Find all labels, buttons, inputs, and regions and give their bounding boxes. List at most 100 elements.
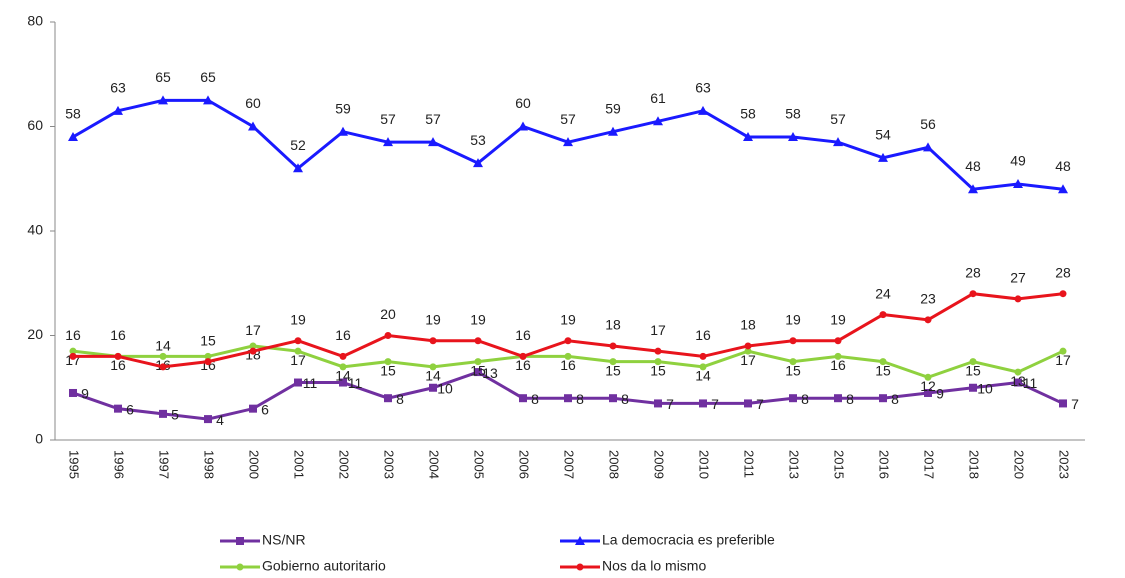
x-tick-label: 1997	[157, 450, 172, 479]
marker	[519, 394, 527, 402]
data-label: 58	[785, 106, 801, 122]
data-label: 18	[605, 317, 621, 333]
data-label: 15	[650, 362, 666, 378]
x-tick-label: 1998	[202, 450, 217, 479]
x-tick-label: 2011	[742, 450, 757, 478]
data-label: 15	[605, 362, 621, 378]
data-label: 56	[920, 116, 936, 132]
legend-label: NS/NR	[262, 532, 306, 548]
x-tick-label: 2003	[382, 450, 397, 479]
data-label: 17	[740, 352, 756, 368]
data-label: 16	[335, 327, 351, 343]
data-label: 65	[200, 69, 216, 85]
data-label: 15	[200, 332, 216, 348]
data-label: 8	[396, 391, 404, 407]
x-tick-label: 2010	[697, 450, 712, 479]
data-label: 58	[65, 106, 81, 122]
y-tick-label: 0	[35, 431, 43, 447]
x-tick-label: 2009	[652, 450, 667, 479]
data-label: 63	[695, 80, 711, 96]
marker	[205, 358, 212, 365]
data-label: 57	[830, 111, 846, 127]
marker	[790, 337, 797, 344]
data-label: 9	[936, 386, 944, 402]
data-label: 16	[110, 327, 126, 343]
data-label: 16	[830, 357, 846, 373]
marker	[518, 122, 528, 131]
series: 1716161618171415141516161515141715161512…	[65, 342, 1071, 394]
legend-label: La democracia es preferible	[602, 532, 775, 548]
marker	[159, 410, 167, 418]
y-tick-label: 40	[27, 222, 43, 238]
data-label: 53	[470, 132, 486, 148]
x-tick-label: 2008	[607, 450, 622, 479]
x-tick-label: 2007	[562, 450, 577, 479]
y-tick-label: 80	[27, 13, 43, 29]
x-tick-label: 2017	[922, 450, 937, 479]
data-label: 8	[846, 391, 854, 407]
series: 5863656560525957575360575961635858575456…	[65, 69, 1071, 193]
marker	[204, 415, 212, 423]
marker	[744, 399, 752, 407]
data-label: 57	[425, 111, 441, 127]
x-tick-label: 2002	[337, 450, 352, 479]
data-label: 17	[650, 322, 666, 338]
marker	[237, 564, 244, 571]
data-label: 59	[335, 100, 351, 116]
marker	[1015, 295, 1022, 302]
data-label: 14	[695, 368, 711, 384]
chart: 0204060801995199619971998200020012002200…	[0, 0, 1125, 578]
data-label: 8	[801, 391, 809, 407]
data-label: 19	[470, 311, 486, 327]
marker	[114, 405, 122, 413]
data-label: 57	[380, 111, 396, 127]
x-tick-label: 2015	[832, 450, 847, 479]
data-label: 28	[1055, 264, 1071, 280]
legend-label: Gobierno autoritario	[262, 558, 386, 574]
x-tick-label: 2006	[517, 450, 532, 479]
marker	[699, 399, 707, 407]
marker	[789, 394, 797, 402]
marker	[835, 337, 842, 344]
marker	[250, 348, 257, 355]
data-label: 63	[110, 80, 126, 96]
marker	[340, 353, 347, 360]
data-label: 7	[756, 396, 764, 412]
marker	[70, 353, 77, 360]
data-label: 19	[560, 311, 576, 327]
data-label: 60	[515, 95, 531, 111]
data-label: 60	[245, 95, 261, 111]
marker	[520, 353, 527, 360]
data-label: 61	[650, 90, 666, 106]
marker	[236, 537, 244, 545]
marker	[970, 290, 977, 297]
marker	[1059, 399, 1067, 407]
data-label: 17	[1055, 352, 1071, 368]
data-label: 4	[216, 412, 224, 428]
marker	[700, 353, 707, 360]
x-tick-label: 2004	[427, 450, 442, 479]
data-label: 58	[740, 106, 756, 122]
data-label: 11	[303, 375, 318, 391]
data-label: 9	[81, 386, 89, 402]
marker	[610, 342, 617, 349]
marker	[385, 332, 392, 339]
data-label: 8	[621, 391, 629, 407]
marker	[1060, 290, 1067, 297]
data-label: 54	[875, 127, 891, 143]
marker	[879, 394, 887, 402]
data-label: 5	[171, 407, 179, 423]
legend-item: NS/NR	[220, 532, 306, 548]
legend-item: Gobierno autoritario	[220, 558, 386, 574]
marker	[69, 389, 77, 397]
marker	[115, 353, 122, 360]
data-label: 15	[380, 362, 396, 378]
y-tick-label: 60	[27, 117, 43, 133]
x-tick-label: 2023	[1057, 450, 1072, 479]
data-label: 16	[515, 327, 531, 343]
x-tick-label: 2001	[292, 450, 307, 479]
x-tick-label: 2000	[247, 450, 262, 479]
x-tick-label: 2013	[787, 450, 802, 479]
marker	[577, 564, 584, 571]
legend-item: Nos da lo mismo	[560, 558, 706, 574]
